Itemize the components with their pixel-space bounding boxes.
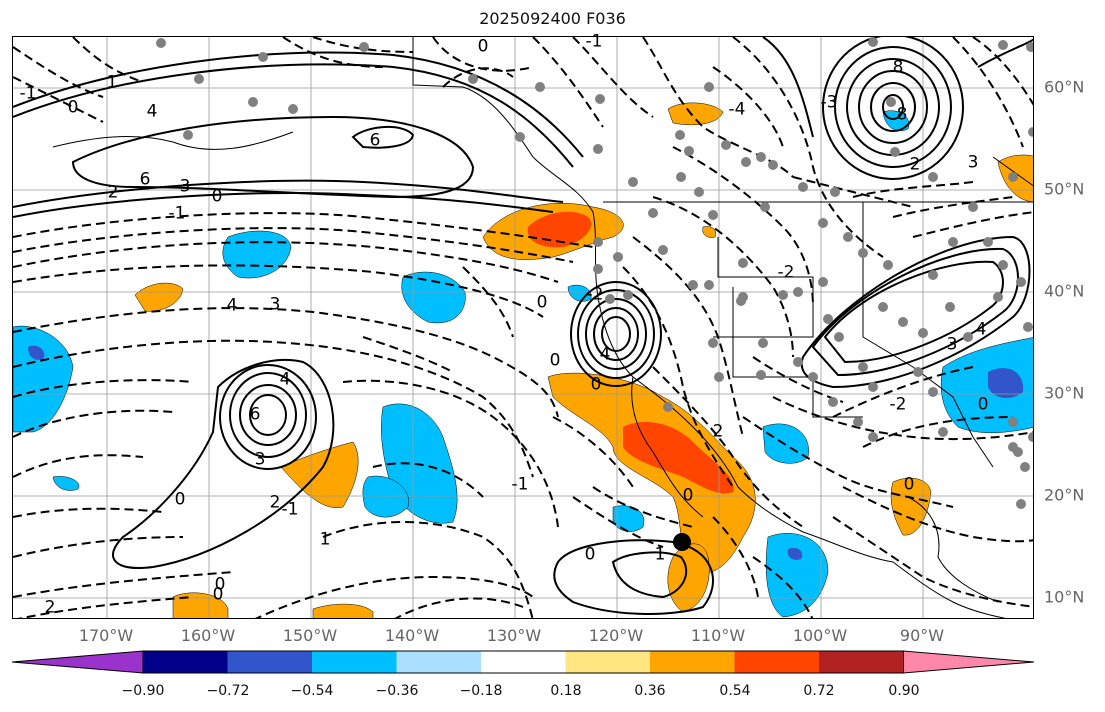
contour-value-label: 0 (174, 489, 186, 510)
colorbar-swatch (565, 651, 650, 673)
colorbar-swatch (227, 651, 312, 673)
colorbar-tick-label: −0.18 (459, 683, 503, 699)
colorbar-swatch (396, 651, 481, 673)
marker-point (673, 533, 691, 551)
contour-value-label: 4 (226, 295, 238, 316)
colorbar-tick-label: 0.36 (634, 683, 666, 699)
contour-value-label: 3 (967, 152, 979, 173)
contour-value-label: 0 (977, 394, 989, 415)
coastlines (52, 37, 1033, 618)
lon-tick-label: 140°W (384, 626, 440, 645)
contour-value-label: 4 (975, 319, 987, 340)
colorbar-tick-label: 0.18 (550, 683, 582, 699)
contour-value-label: -1 (168, 203, 186, 224)
contour-value-label: 6 (249, 404, 261, 425)
contour-value-label: 6 (139, 169, 151, 190)
contour-value-label: 0 (212, 584, 224, 605)
contour-value-label: 2 (712, 421, 724, 442)
contour-value-label: 3 (254, 449, 266, 470)
contour-value-label: -3 (820, 92, 838, 113)
contour-value-label: 0 (214, 574, 226, 595)
contour-value-label: 0 (903, 474, 915, 495)
contour-value-label: 2 (107, 182, 119, 203)
map-title: 2025092400 F036 (479, 9, 626, 28)
colorbar-swatch (143, 651, 228, 673)
contour-value-label: 3 (269, 294, 281, 315)
contour-value-label: 2 (909, 154, 921, 175)
colorbar-tick-label: −0.54 (290, 683, 334, 699)
contour-value-label: 0 (682, 485, 694, 506)
lon-tick-label: 150°W (282, 626, 338, 645)
colorbar-swatch (650, 651, 735, 673)
contour-value-label: 3 (179, 176, 191, 197)
map-canvas (13, 37, 1033, 618)
contour-value-label: -1 (281, 499, 299, 520)
contour-value-label: -2 (777, 262, 795, 283)
colorbar-swatch (481, 651, 566, 673)
station-markers (156, 37, 1033, 509)
lat-tick-label: 40°N (1044, 281, 1085, 301)
contour-value-label: 2 (44, 597, 56, 618)
map-panel (12, 36, 1034, 619)
solid-contours (13, 37, 1033, 615)
lon-tick-label: 130°W (486, 626, 542, 645)
colorbar-swatch (819, 651, 904, 673)
contour-value-label: 0 (477, 36, 489, 57)
colorbar-tick-label: −0.90 (121, 683, 165, 699)
contour-value-label: 4 (599, 344, 611, 365)
colorbar-tick-label: 0.90 (888, 683, 920, 699)
colorbar-swatch (903, 650, 1035, 674)
colorbar-swatch (12, 650, 144, 674)
contour-value-label: 1 (106, 72, 118, 93)
contour-value-label: -2 (586, 284, 604, 305)
contour-value-label: 0 (549, 350, 561, 371)
contour-value-label: 4 (146, 101, 158, 122)
contour-value-label: 8 (892, 57, 904, 78)
contour-value-label: -1 (19, 83, 37, 104)
colorbar-tick-label: −0.36 (375, 683, 419, 699)
contour-value-label: -2 (889, 394, 907, 415)
lat-tick-label: 20°N (1044, 485, 1085, 505)
lat-tick-label: 50°N (1044, 179, 1085, 199)
contour-value-label: 0 (536, 292, 548, 313)
contour-value-label: 1 (654, 544, 666, 565)
lon-tick-label: 90°W (899, 626, 945, 645)
contour-value-label: 2 (269, 492, 281, 513)
lon-tick-label: 170°W (78, 626, 134, 645)
lat-lon-grid (13, 37, 1033, 618)
contour-value-label: 8 (896, 104, 908, 125)
dashed-contours (13, 37, 1033, 618)
contour-value-label: 0 (590, 374, 602, 395)
lat-tick-label: 60°N (1044, 77, 1085, 97)
lon-tick-label: 110°W (690, 626, 746, 645)
colorbar-tick-label: 0.54 (719, 683, 751, 699)
contour-value-label: 0 (67, 97, 79, 118)
contour-value-label: -1 (585, 31, 603, 52)
contour-value-label: 1 (319, 529, 331, 550)
lon-tick-label: 120°W (588, 626, 644, 645)
colorbar-tick-label: 0.72 (803, 683, 835, 699)
lon-tick-label: 100°W (792, 626, 848, 645)
colorbar-swatch (312, 651, 397, 673)
colorbar (12, 650, 1035, 674)
lat-tick-label: 10°N (1044, 587, 1085, 607)
colorbar-swatch (734, 651, 819, 673)
contour-value-label: 0 (584, 544, 596, 565)
contour-value-label: 3 (946, 334, 958, 355)
contour-value-label: -4 (728, 99, 746, 120)
lon-tick-label: 160°W (180, 626, 236, 645)
contour-value-label: 4 (279, 369, 291, 390)
lat-tick-label: 30°N (1044, 383, 1085, 403)
colorbar-tick-label: −0.72 (206, 683, 250, 699)
contour-value-label: 6 (369, 130, 381, 151)
contour-value-label: 0 (211, 186, 223, 207)
contour-value-label: -1 (511, 474, 529, 495)
